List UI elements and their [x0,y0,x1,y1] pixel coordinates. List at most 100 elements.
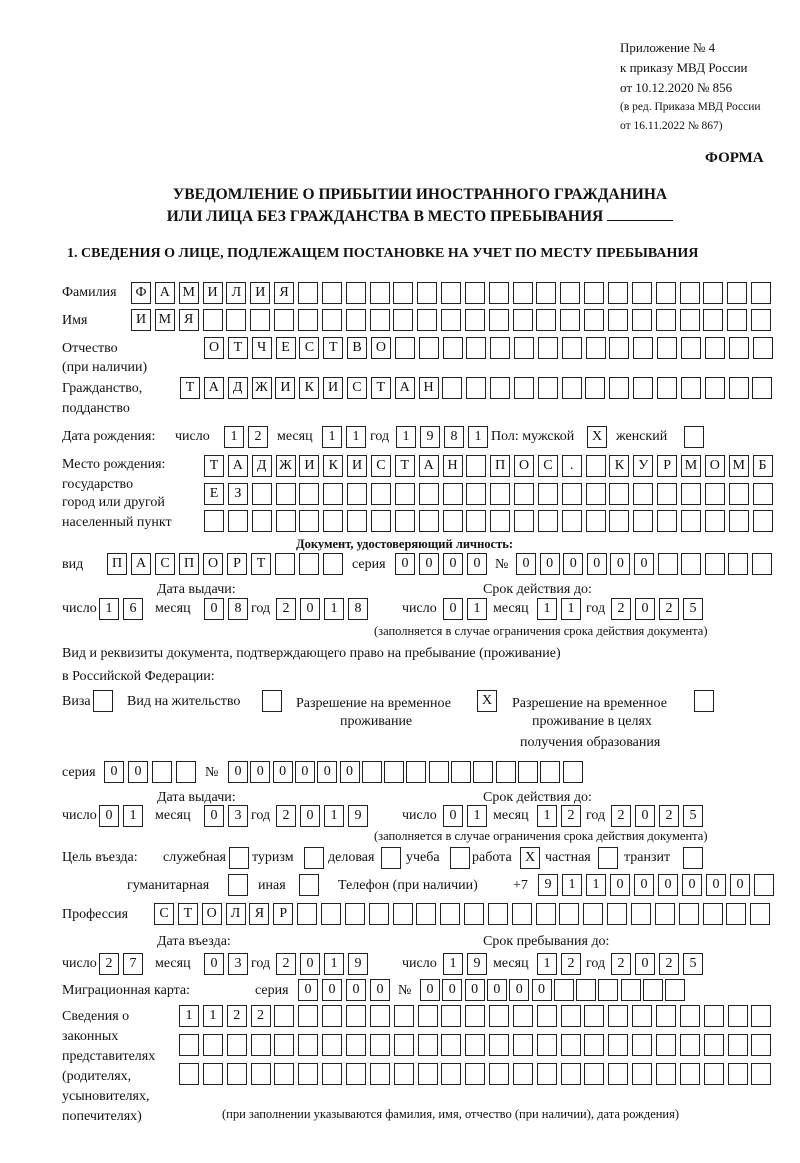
year-box[interactable]: 0 [300,953,320,975]
representative-box[interactable] [322,1005,343,1027]
birthplace-box[interactable] [681,510,701,532]
name-box[interactable] [202,309,223,331]
surname-box[interactable]: Ф [131,282,151,304]
birthplace-box[interactable] [752,510,773,532]
stay-number-box[interactable]: 0 [250,761,271,783]
birthplace-box[interactable] [585,483,606,505]
year-box[interactable]: 2 [611,953,631,975]
stay-number-box[interactable] [384,761,405,783]
birth-year-box[interactable]: 1 [468,426,488,448]
representative-box[interactable] [584,1005,605,1027]
year-box[interactable]: 2 [276,598,296,620]
birthplace-box[interactable]: С [370,455,391,477]
surname-box[interactable] [321,282,342,304]
birthplace-box[interactable]: А [418,455,439,477]
birthplace-box[interactable]: . [561,455,582,477]
year-box[interactable]: 9 [348,805,368,827]
birthplace-box[interactable]: Е [204,483,224,505]
migration-number-box[interactable] [576,979,597,1001]
month-box[interactable]: 1 [537,953,557,975]
surname-box[interactable] [441,282,462,304]
birthplace-box[interactable] [537,483,558,505]
migration-number-box[interactable] [620,979,641,1001]
citizenship-box[interactable]: А [203,377,224,399]
name-box[interactable] [703,309,724,331]
year-box[interactable]: 2 [659,805,679,827]
citizenship-box[interactable]: А [394,377,415,399]
birthplace-box[interactable]: А [227,455,248,477]
month-box[interactable]: 2 [561,805,581,827]
name-box[interactable]: М [154,309,175,331]
birthplace-box[interactable] [466,483,487,505]
name-box[interactable] [345,309,366,331]
profession-box[interactable] [583,903,604,925]
name-box[interactable] [369,309,390,331]
name-box[interactable] [608,309,628,331]
surname-box[interactable] [679,282,700,304]
representative-box[interactable] [465,1005,486,1027]
year-box[interactable]: 2 [611,598,631,620]
citizenship-box[interactable] [657,377,677,399]
representative-box[interactable] [202,1063,223,1085]
stay-series-box[interactable] [176,761,196,783]
representative-box[interactable]: 1 [202,1005,223,1027]
patronymic-box[interactable]: О [204,337,224,359]
name-box[interactable] [727,309,748,331]
year-box[interactable]: 2 [659,953,679,975]
name-box[interactable]: Я [178,309,199,331]
representative-box[interactable] [417,1005,438,1027]
birthplace-box[interactable] [585,510,606,532]
representative-box[interactable] [536,1063,557,1085]
birthplace-box[interactable]: З [227,483,248,505]
month-box[interactable]: 1 [537,598,557,620]
year-box[interactable]: 5 [683,805,703,827]
doc-kind-box[interactable] [275,553,295,575]
birthplace-box[interactable]: О [514,455,535,477]
day-box[interactable]: 1 [467,598,487,620]
year-box[interactable]: 5 [683,598,703,620]
patronymic-box[interactable]: Е [275,337,296,359]
birthplace-box[interactable] [657,483,678,505]
profession-box[interactable] [392,903,413,925]
representative-box[interactable] [703,1034,724,1056]
surname-box[interactable]: И [202,282,223,304]
day-box[interactable]: 1 [467,805,487,827]
citizenship-box[interactable] [752,377,773,399]
representative-box[interactable] [632,1034,653,1056]
stay-number-box[interactable] [562,761,583,783]
stay-series-box[interactable]: 0 [104,761,124,783]
citizenship-box[interactable]: И [323,377,344,399]
representative-box[interactable] [274,1063,295,1085]
year-box[interactable]: 0 [635,805,655,827]
representative-box[interactable] [560,1063,581,1085]
profession-box[interactable]: С [154,903,174,925]
profession-box[interactable] [416,903,437,925]
representative-box[interactable] [441,1005,462,1027]
citizenship-box[interactable] [466,377,487,399]
purpose-checkbox[interactable]: X [520,847,540,869]
surname-box[interactable] [560,282,581,304]
patronymic-box[interactable]: О [370,337,391,359]
patronymic-box[interactable] [442,337,463,359]
birthplace-box[interactable] [514,510,535,532]
stay-number-box[interactable] [361,761,382,783]
purpose-checkbox[interactable] [450,847,470,869]
profession-box[interactable] [726,903,747,925]
purpose-checkbox[interactable] [381,847,401,869]
birthplace-box[interactable]: М [681,455,701,477]
birthplace-box[interactable] [609,483,630,505]
year-box[interactable]: 0 [300,805,320,827]
citizenship-box[interactable] [680,377,701,399]
birthplace-box[interactable] [514,483,535,505]
surname-box[interactable] [631,282,652,304]
representative-box[interactable] [656,1063,676,1085]
profession-box[interactable] [368,903,389,925]
birthplace-box[interactable] [251,510,272,532]
representative-box[interactable] [608,1005,629,1027]
birthplace-box[interactable] [251,483,272,505]
birthplace-box[interactable] [490,510,511,532]
birthplace-box[interactable] [704,483,725,505]
migration-number-box[interactable] [665,979,686,1001]
birthplace-box[interactable]: Б [752,455,773,477]
birthplace-box[interactable]: М [728,455,749,477]
